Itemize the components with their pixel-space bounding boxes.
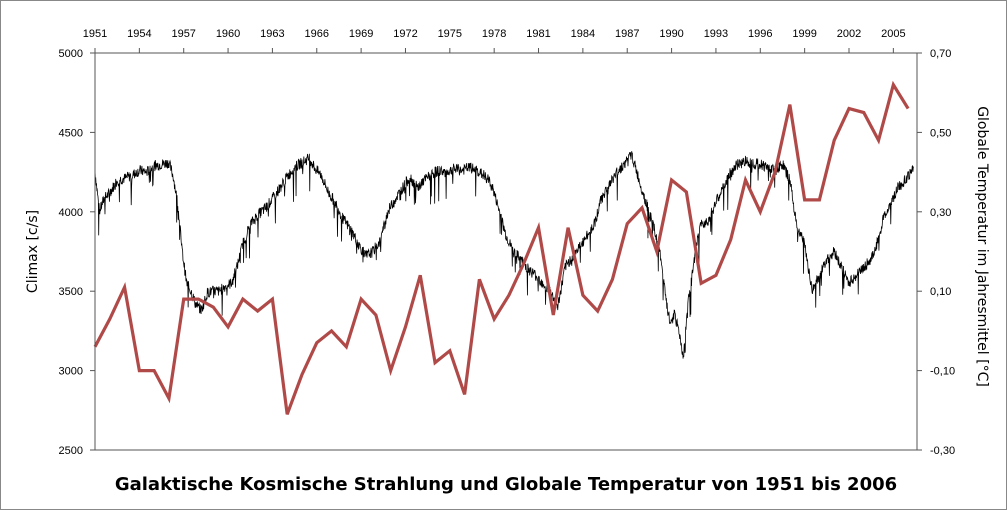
cosmic-ray-trace: [94, 151, 914, 359]
x-tick-label: 1972: [393, 28, 417, 40]
left-axis-label: Climax [c/s]: [25, 210, 41, 293]
x-tick-label: 1984: [571, 28, 595, 40]
x-tick-label: 1978: [482, 28, 506, 40]
x-tick-label: 1996: [748, 28, 772, 40]
left-tick-label: 4000: [59, 207, 83, 219]
x-tick-label: 1951: [83, 28, 107, 40]
right-axis-label: Globale Temperatur im Jahresmittel [°C]: [974, 106, 990, 387]
x-tick-label: 1999: [792, 28, 816, 40]
x-tick-label: 1957: [171, 28, 195, 40]
cosmic-ray-line: [94, 151, 914, 359]
chart-title: Galaktische Kosmische Strahlung und Glob…: [115, 474, 897, 495]
x-tick-label: 1987: [615, 28, 639, 40]
x-tick-label: 2002: [837, 28, 861, 40]
x-tick-label: 1990: [659, 28, 683, 40]
x-tick-label: 1954: [127, 28, 151, 40]
left-tick-label: 3000: [59, 366, 83, 378]
left-tick-label: 2500: [59, 445, 83, 457]
right-tick-label: 0,30: [930, 207, 951, 219]
x-tick-label: 2005: [881, 28, 905, 40]
x-tick-label: 1981: [526, 28, 550, 40]
x-tick-label: 1963: [260, 28, 284, 40]
x-tick-label: 1969: [349, 28, 373, 40]
left-tick-label: 4500: [59, 127, 83, 139]
temperature-line: [93, 80, 910, 415]
right-tick-label: -0,10: [930, 366, 955, 378]
left-tick-label: 3500: [59, 286, 83, 298]
right-tick-label: 0,70: [930, 48, 951, 60]
plot-area-frame: [94, 52, 918, 451]
left-tick-label: 5000: [59, 48, 83, 60]
x-tick-label: 1993: [704, 28, 728, 40]
x-tick-label: 1960: [216, 28, 240, 40]
right-tick-label: 0,10: [930, 286, 951, 298]
x-tick-label: 1966: [305, 28, 329, 40]
right-tick-label: -0,30: [930, 445, 955, 457]
right-tick-label: 0,50: [930, 127, 951, 139]
x-tick-label: 1975: [438, 28, 462, 40]
